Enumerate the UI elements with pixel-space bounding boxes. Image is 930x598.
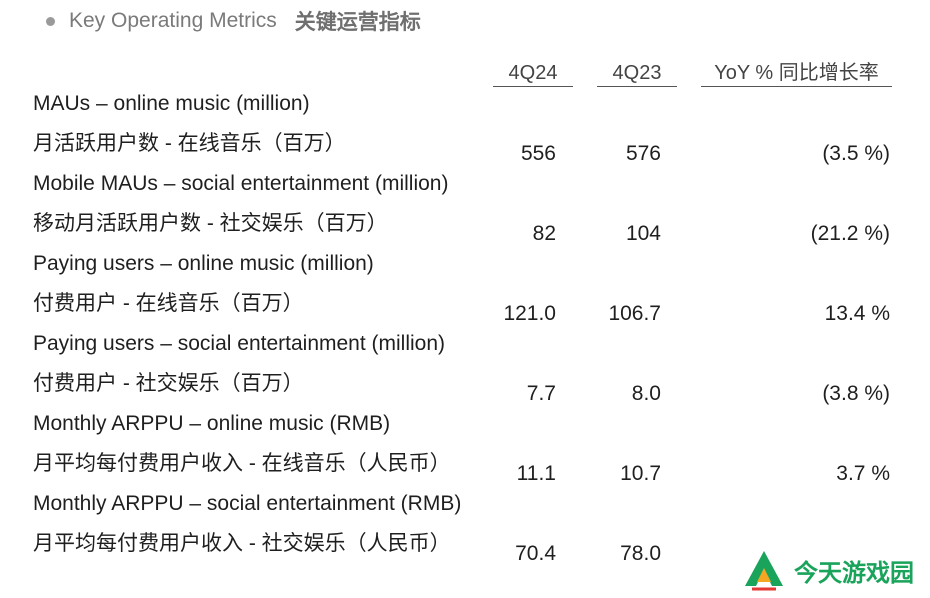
value-4q23: 78.0 [620,542,661,565]
value-4q24: 7.7 [526,382,556,405]
value-yoy: (21.2 %) [810,222,890,245]
metric-label-zh: 月平均每付费用户收入 - 社交娱乐（人民币） [33,532,451,555]
column-header-4q23: 4Q23 [597,60,677,87]
metric-label-zh: 移动月活跃用户数 - 社交娱乐（百万） [33,212,388,235]
watermark-text: 今天游戏园 [794,558,914,587]
value-yoy: (3.8 %) [822,382,890,405]
value-4q24: 556 [520,142,556,165]
value-4q23: 104 [625,222,661,245]
game-logo-icon [745,551,783,591]
metric-label-zh: 付费用户 - 在线音乐（百万） [33,292,304,315]
value-4q24: 82 [532,222,556,245]
watermark-logo: 今天游戏园 [742,546,922,594]
value-yoy: 3.7 % [836,462,890,485]
metric-label-zh: 月平均每付费用户收入 - 在线音乐（人民币） [33,452,451,475]
heading-title-en: Key Operating Metrics [69,9,277,32]
column-header-4q24: 4Q24 [493,60,573,87]
metric-label-zh: 月活跃用户数 - 在线音乐（百万） [33,132,346,155]
value-4q23: 576 [625,142,661,165]
value-4q24: 121.0 [503,302,556,325]
value-4q23: 8.0 [631,382,661,405]
value-4q24: 11.1 [516,462,556,485]
metric-label-en: Paying users – online music (million) [33,252,374,275]
metric-label-en: MAUs – online music (million) [33,92,310,115]
metric-label-en: Paying users – social entertainment (mil… [33,332,446,355]
value-4q24: 70.4 [515,542,556,565]
metric-label-en: Mobile MAUs – social entertainment (mill… [33,172,449,195]
metric-label-zh: 付费用户 - 社交娱乐（百万） [33,372,304,395]
heading-title-zh: 关键运营指标 [294,11,421,34]
value-yoy: (3.5 %) [822,142,890,165]
section-heading: Key Operating Metrics 关键运营指标 [46,6,421,36]
value-yoy: 13.4 % [824,302,890,325]
metric-label-en: Monthly ARPPU – online music (RMB) [33,412,391,435]
value-4q23: 10.7 [620,462,661,485]
metric-label-en: Monthly ARPPU – social entertainment (RM… [33,492,462,515]
column-header-yoy: YoY % 同比增长率 [701,60,892,87]
bullet-icon [46,16,55,26]
value-4q23: 106.7 [608,302,661,325]
